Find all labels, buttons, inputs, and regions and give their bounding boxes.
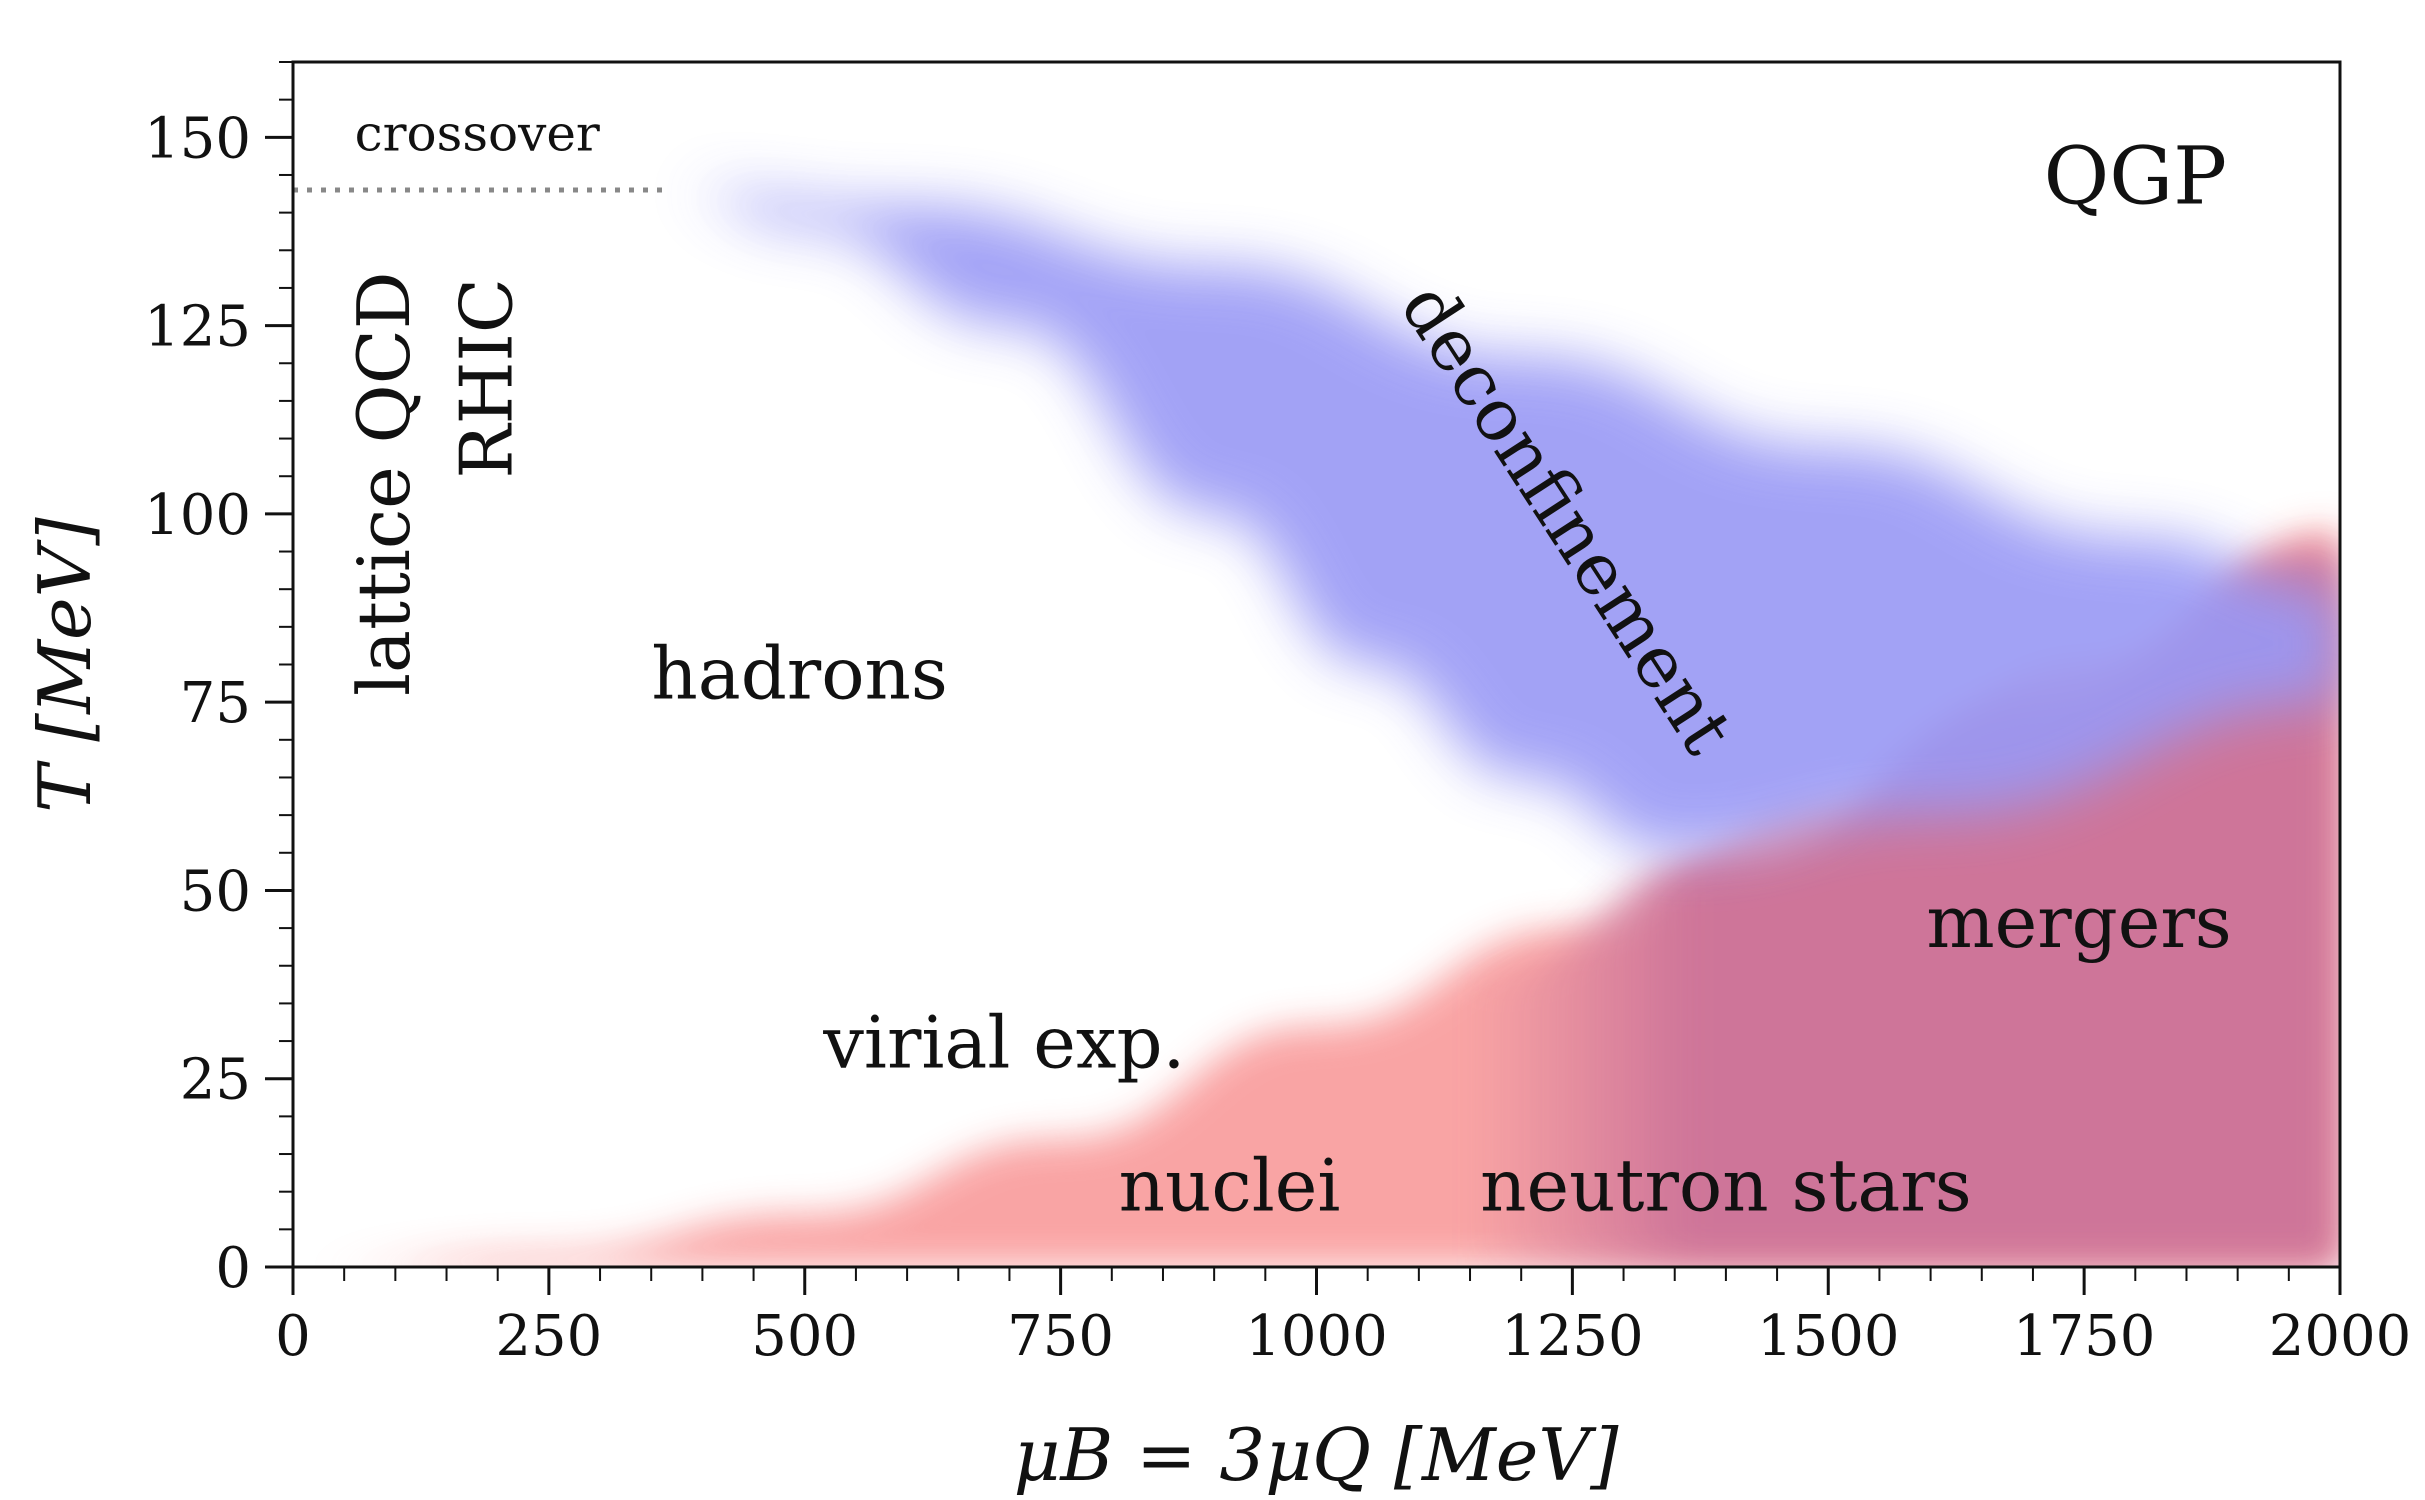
y-tick-label: 25: [180, 1048, 251, 1113]
y-tick-label: 75: [180, 671, 251, 736]
y-tick-label: 50: [180, 859, 251, 924]
x-axis-label: μB = 3μQ [MeV]: [1014, 1413, 1620, 1497]
annotation-virial-exp: virial exp.: [822, 1001, 1185, 1085]
y-tick-label: 125: [144, 295, 251, 360]
annotation-crossover: crossover: [355, 104, 600, 162]
annotation-mergers: mergers: [1926, 880, 2231, 964]
annotation-hadrons: hadrons: [651, 632, 947, 716]
x-tick-label: 250: [495, 1304, 602, 1369]
annotation-nuclei: nuclei: [1119, 1144, 1341, 1228]
x-tick-label: 750: [1007, 1304, 1114, 1369]
deconfinement-band: [668, 190, 2340, 853]
y-tick-label: 150: [144, 106, 251, 171]
x-tick-label: 1250: [1501, 1304, 1644, 1369]
x-tick-label: 500: [751, 1304, 858, 1369]
x-tick-label: 1750: [2013, 1304, 2156, 1369]
annotation-neutron-stars: neutron stars: [1480, 1144, 1971, 1228]
annotation-lattice-qcd: lattice QCD: [342, 271, 426, 696]
annotation-qgp: QGP: [2044, 130, 2227, 223]
annotation-rhic: RHIC: [445, 278, 529, 479]
x-tick-label: 1000: [1245, 1304, 1388, 1369]
y-tick-label: 0: [215, 1236, 251, 1301]
y-axis-label: T [MeV]: [23, 516, 107, 812]
y-tick-label: 100: [144, 483, 251, 548]
plot-area: [293, 187, 2340, 1267]
x-tick-label: 0: [275, 1304, 311, 1369]
x-tick-label: 2000: [2269, 1304, 2412, 1369]
x-tick-label: 1500: [1757, 1304, 1900, 1369]
